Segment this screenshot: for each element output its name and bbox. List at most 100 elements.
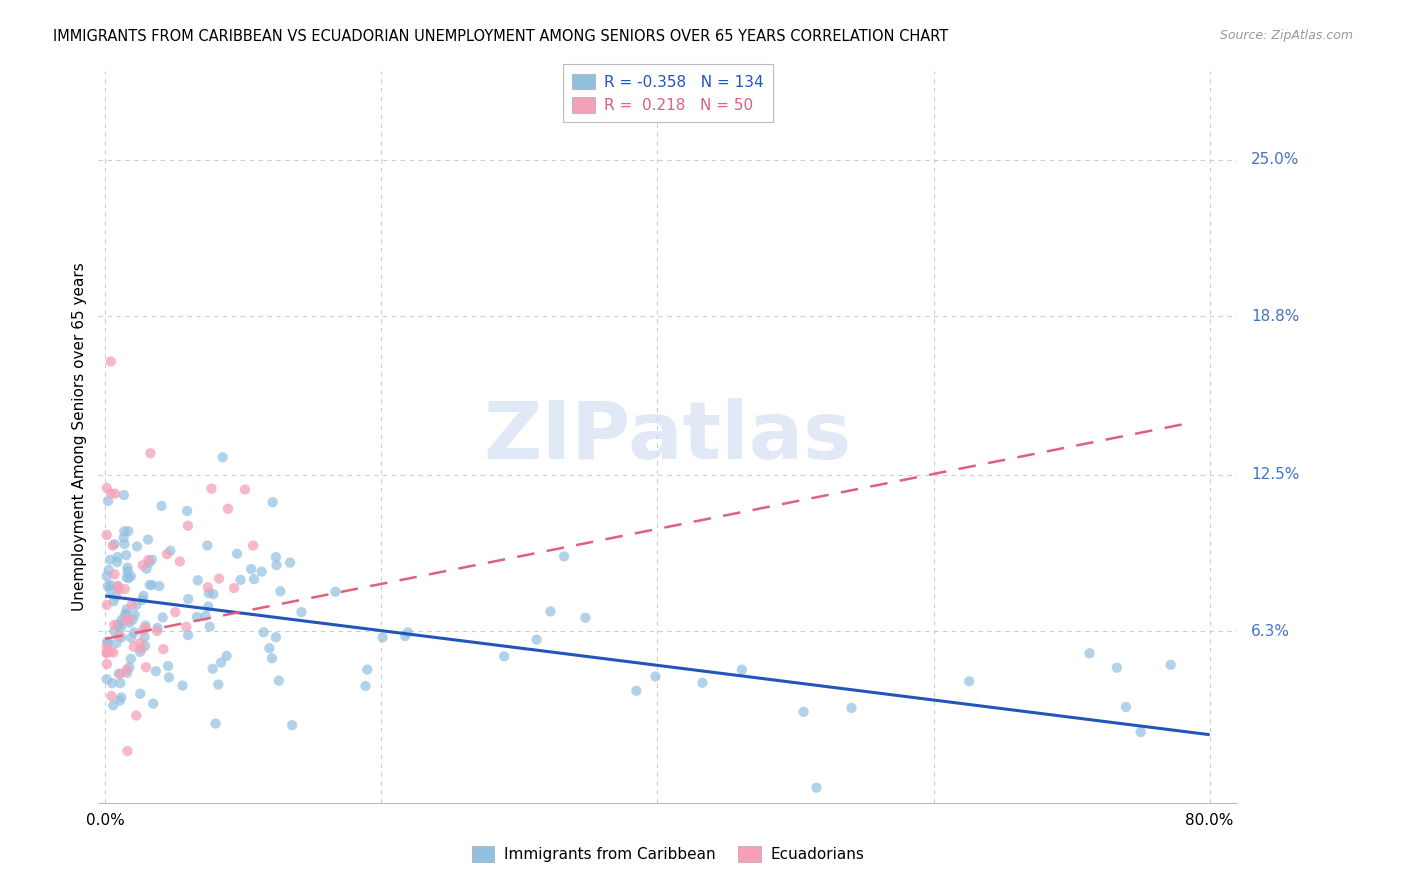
Point <box>201 662 224 676</box>
Point <box>96 634 118 648</box>
Point <box>115 613 138 627</box>
Point <box>100 583 122 598</box>
Point <box>120 569 142 583</box>
Point <box>134 618 156 632</box>
Point <box>1129 725 1152 739</box>
Point <box>150 499 173 513</box>
Point <box>105 636 128 650</box>
Point <box>841 701 863 715</box>
Point <box>152 642 174 657</box>
Point <box>131 641 153 656</box>
Point <box>105 589 128 603</box>
Point <box>553 549 575 564</box>
Point <box>96 598 118 612</box>
Point <box>117 564 139 578</box>
Point <box>250 565 273 579</box>
Point <box>260 651 283 665</box>
Point <box>394 629 416 643</box>
Point <box>103 646 125 660</box>
Point <box>112 524 135 539</box>
Point <box>264 630 287 644</box>
Point <box>132 558 155 573</box>
Point <box>97 563 120 577</box>
Point <box>1105 661 1128 675</box>
Point <box>259 641 281 656</box>
Point <box>96 672 118 686</box>
Point <box>396 625 419 640</box>
Point <box>110 620 132 634</box>
Point <box>108 693 131 707</box>
Point <box>107 617 129 632</box>
Point <box>117 560 139 574</box>
Point <box>198 586 221 600</box>
Point <box>135 562 157 576</box>
Point <box>107 549 129 564</box>
Point <box>125 598 148 612</box>
Point <box>172 679 194 693</box>
Point <box>281 718 304 732</box>
Point <box>96 646 118 660</box>
Point <box>121 598 143 612</box>
Point <box>103 618 125 632</box>
Point <box>266 558 288 573</box>
Point <box>177 592 200 607</box>
Point <box>157 659 180 673</box>
Point <box>202 587 225 601</box>
Point <box>103 698 125 713</box>
Point <box>177 628 200 642</box>
Point <box>117 571 139 585</box>
Point <box>243 572 266 586</box>
Point <box>176 620 198 634</box>
Text: ZIPatlas: ZIPatlas <box>484 398 852 476</box>
Point <box>132 589 155 603</box>
Point <box>145 665 167 679</box>
Point <box>115 548 138 562</box>
Point <box>97 494 120 508</box>
Point <box>118 660 141 674</box>
Point <box>101 676 124 690</box>
Point <box>108 667 131 681</box>
Point <box>692 675 714 690</box>
Point <box>207 677 229 691</box>
Point <box>148 579 170 593</box>
Text: IMMIGRANTS FROM CARIBBEAN VS ECUADORIAN UNEMPLOYMENT AMONG SENIORS OVER 65 YEARS: IMMIGRANTS FROM CARIBBEAN VS ECUADORIAN … <box>53 29 949 44</box>
Point <box>574 611 596 625</box>
Point <box>208 572 231 586</box>
Point <box>165 605 187 619</box>
Point <box>197 539 219 553</box>
Point <box>152 610 174 624</box>
Point <box>103 567 125 582</box>
Point <box>120 631 142 645</box>
Point <box>100 486 122 500</box>
Point <box>176 504 198 518</box>
Point <box>1115 700 1137 714</box>
Point <box>120 652 142 666</box>
Point <box>96 481 118 495</box>
Text: 18.8%: 18.8% <box>1251 309 1299 324</box>
Point <box>98 552 121 566</box>
Point <box>125 708 148 723</box>
Point <box>135 621 157 635</box>
Point <box>114 607 136 622</box>
Text: 6.3%: 6.3% <box>1251 624 1289 639</box>
Point <box>1160 657 1182 672</box>
Point <box>371 631 394 645</box>
Point <box>96 657 118 671</box>
Point <box>200 482 222 496</box>
Point <box>105 555 128 569</box>
Point <box>134 630 156 644</box>
Text: Source: ZipAtlas.com: Source: ZipAtlas.com <box>1219 29 1353 42</box>
Point <box>242 539 264 553</box>
Point <box>100 644 122 658</box>
Point <box>125 540 148 554</box>
Point <box>134 639 156 653</box>
Point <box>136 533 159 547</box>
Point <box>118 615 141 630</box>
Point <box>240 562 263 576</box>
Point <box>139 446 162 460</box>
Point <box>108 582 131 597</box>
Point <box>325 584 347 599</box>
Point <box>494 649 516 664</box>
Point <box>217 501 239 516</box>
Point <box>177 518 200 533</box>
